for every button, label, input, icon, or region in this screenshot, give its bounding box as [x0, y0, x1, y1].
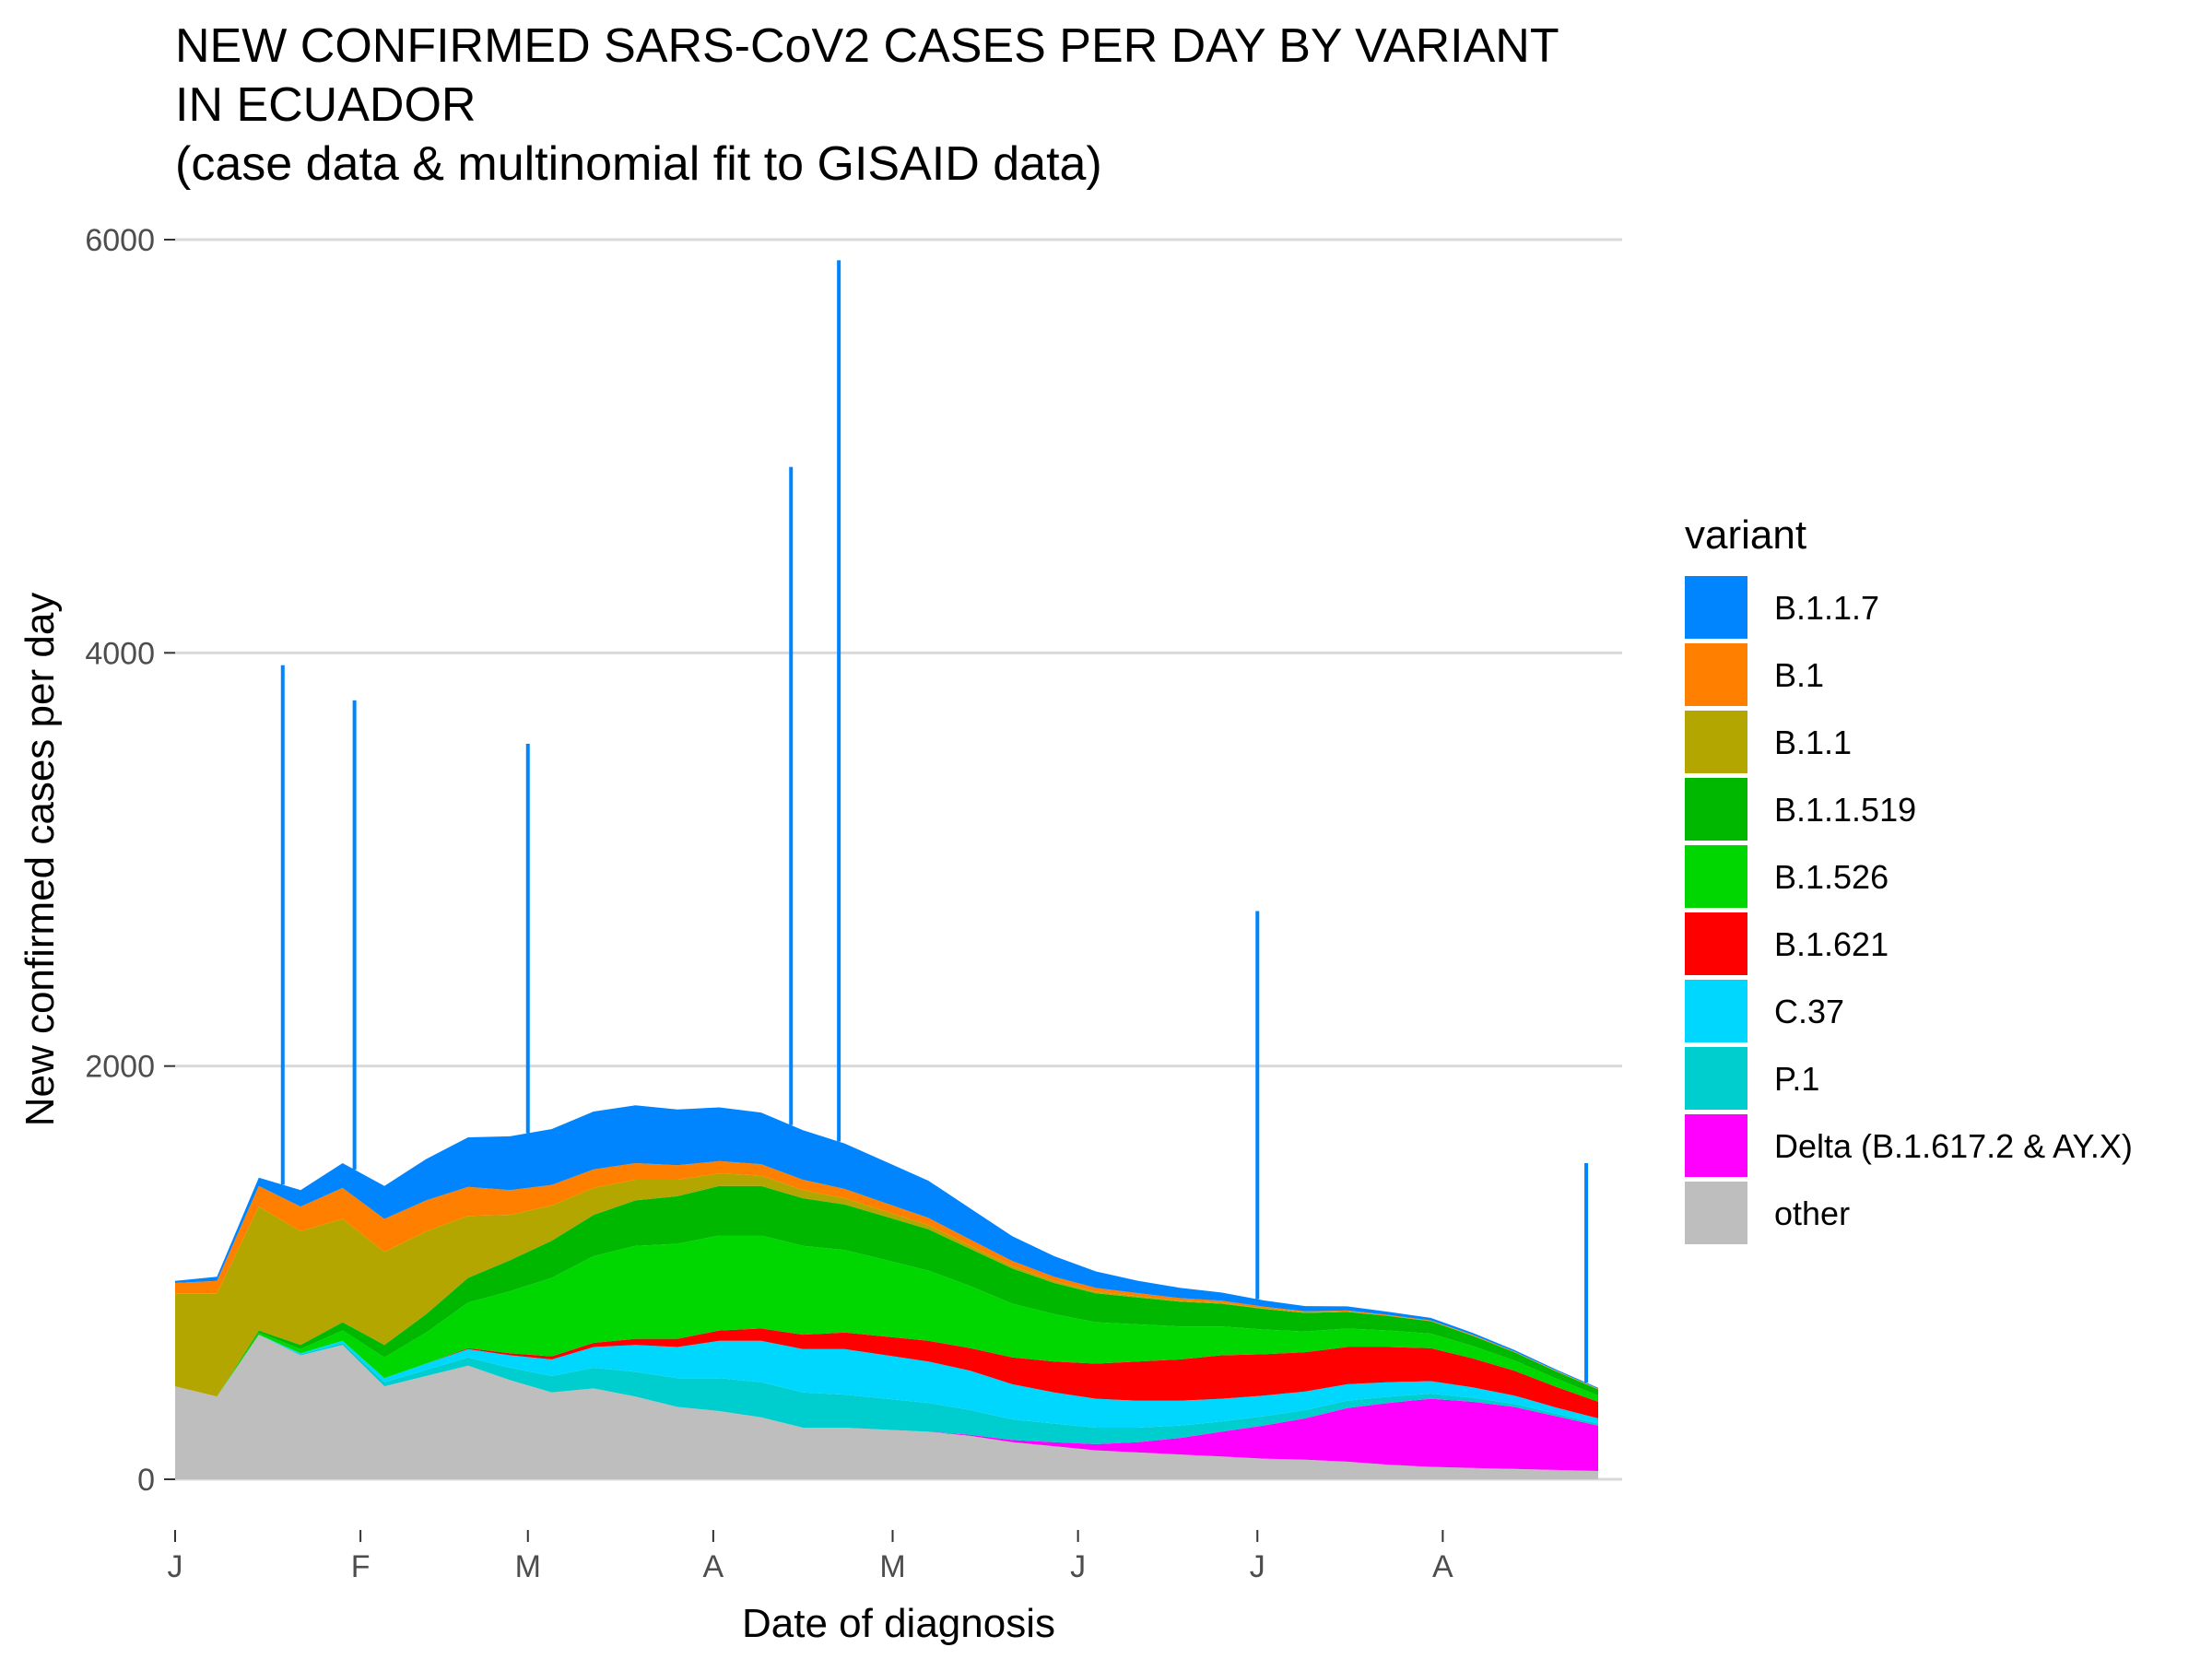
- stacked-areas: [175, 1105, 1598, 1479]
- x-tick-label: J: [1070, 1549, 1086, 1584]
- y-axis-title: New confirmed cases per day: [18, 593, 63, 1127]
- y-axis: 0 2000 4000 6000: [85, 223, 175, 1498]
- area-b-1-526: [175, 1235, 1598, 1402]
- chart-title: NEW CONFIRMED SARS-CoV2 CASES PER DAY BY…: [175, 19, 1559, 191]
- legend-swatch: [1685, 1114, 1747, 1177]
- legend-label: B.1: [1774, 656, 1824, 694]
- area-b-1-621: [175, 1328, 1598, 1418]
- y-tick-label: 4000: [85, 636, 155, 671]
- daily-spikes: [280, 260, 1589, 1383]
- legend-swatch: [1685, 643, 1747, 706]
- y-tick-label: 0: [137, 1463, 155, 1498]
- area-b-1-1-7: [175, 1105, 1598, 1389]
- area-p-1: [175, 1335, 1598, 1444]
- area-b-1: [175, 1160, 1598, 1390]
- legend-label: C.37: [1774, 993, 1844, 1030]
- legend-swatch: [1685, 1182, 1747, 1244]
- x-tick-label: M: [515, 1549, 541, 1584]
- legend-label: B.1.1: [1774, 724, 1852, 761]
- area-b-1-1: [175, 1173, 1598, 1397]
- legend-swatch: [1685, 980, 1747, 1042]
- y-tick-label: 6000: [85, 223, 155, 258]
- legend-swatch: [1685, 778, 1747, 841]
- legend-label: B.1.1.519: [1774, 791, 1916, 829]
- legend-label: Delta (B.1.617.2 & AY.X): [1774, 1127, 2133, 1165]
- legend-swatch: [1685, 1047, 1747, 1110]
- x-tick-label: M: [879, 1549, 905, 1584]
- legend-swatch: [1685, 711, 1747, 773]
- x-tick-label: J: [168, 1549, 183, 1584]
- x-tick-label: A: [1432, 1549, 1453, 1584]
- legend-label: other: [1774, 1194, 1850, 1232]
- x-axis-title: Date of diagnosis: [742, 1601, 1055, 1646]
- legend-swatch: [1685, 912, 1747, 975]
- legend: variant B.1.1.7 B.1 B.1.1 B.1.1.519 B.1.526 B…: [1685, 512, 2133, 1244]
- legend-label: P.1: [1774, 1060, 1819, 1098]
- legend-swatch: [1685, 576, 1747, 639]
- legend-label: B.1.1.7: [1774, 589, 1879, 627]
- legend-label: B.1.621: [1774, 925, 1888, 963]
- legend-title: variant: [1685, 512, 1806, 558]
- x-tick-label: F: [351, 1549, 371, 1584]
- x-tick-label: A: [703, 1549, 724, 1584]
- y-tick-label: 2000: [85, 1050, 155, 1085]
- area-b-1-1-519: [175, 1185, 1598, 1397]
- area-delta-b-1-617-2-ay-x: [175, 1335, 1598, 1471]
- area-c-37: [175, 1335, 1598, 1428]
- legend-label: B.1.526: [1774, 858, 1888, 896]
- legend-swatch: [1685, 845, 1747, 908]
- area-other: [175, 1335, 1598, 1479]
- x-tick-label: J: [1250, 1549, 1265, 1584]
